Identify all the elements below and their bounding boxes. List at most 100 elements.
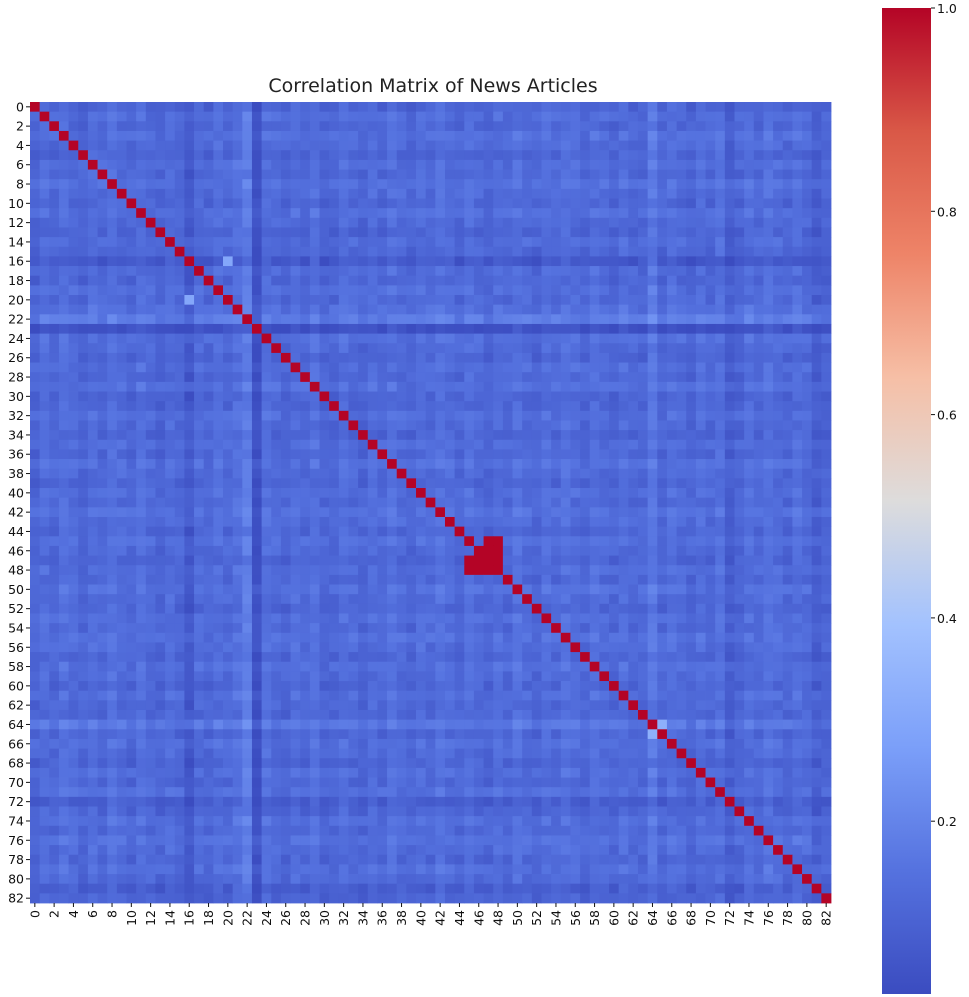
heatmap-cell xyxy=(174,150,185,161)
heatmap-cell xyxy=(753,526,764,537)
heatmap-cell xyxy=(522,488,533,499)
heatmap-cell xyxy=(695,121,706,132)
heatmap-cell xyxy=(107,652,118,663)
heatmap-cell xyxy=(358,140,369,151)
heatmap-cell xyxy=(358,420,369,431)
heatmap-cell xyxy=(213,237,224,248)
heatmap-cell xyxy=(666,613,677,624)
heatmap-cell xyxy=(464,488,475,499)
heatmap-cell xyxy=(560,671,571,682)
heatmap-cell xyxy=(705,497,716,508)
heatmap-cell xyxy=(560,420,571,431)
heatmap-cell xyxy=(435,121,446,132)
heatmap-cell xyxy=(724,169,735,180)
heatmap-cell xyxy=(329,391,340,402)
heatmap-cell xyxy=(647,507,658,518)
heatmap-cell xyxy=(290,632,301,643)
heatmap-cell xyxy=(792,140,803,151)
heatmap-cell xyxy=(261,497,272,508)
heatmap-cell xyxy=(126,574,137,585)
heatmap-cell xyxy=(802,237,813,248)
heatmap-cell xyxy=(734,652,745,663)
heatmap-cell xyxy=(78,130,89,141)
heatmap-cell xyxy=(435,179,446,190)
heatmap-cell xyxy=(145,304,156,315)
heatmap-cell xyxy=(609,343,620,354)
heatmap-cell xyxy=(522,227,533,238)
heatmap-cell xyxy=(213,381,224,392)
heatmap-cell xyxy=(367,381,378,392)
heatmap-cell xyxy=(657,401,668,412)
heatmap-cell xyxy=(116,372,127,383)
heatmap-cell xyxy=(126,468,137,479)
heatmap-cell xyxy=(116,275,127,286)
heatmap-cell xyxy=(541,256,552,267)
heatmap-cell xyxy=(377,613,388,624)
heatmap-cell xyxy=(773,140,784,151)
heatmap-cell xyxy=(406,304,417,315)
heatmap-cell xyxy=(599,285,610,296)
heatmap-cell xyxy=(782,420,793,431)
heatmap-cell xyxy=(251,362,263,373)
heatmap-cell xyxy=(724,323,735,335)
heatmap-cell xyxy=(695,671,706,682)
heatmap-cell xyxy=(666,266,677,277)
heatmap-cell xyxy=(174,208,185,219)
heatmap-cell xyxy=(136,208,147,219)
heatmap-cell xyxy=(647,246,658,257)
heatmap-cell xyxy=(78,246,89,257)
heatmap-cell xyxy=(522,266,533,277)
heatmap-cell xyxy=(551,545,562,556)
heatmap-cell xyxy=(734,468,745,479)
heatmap-cell xyxy=(377,227,388,238)
heatmap-cell xyxy=(560,516,571,528)
heatmap-cell xyxy=(300,584,311,595)
heatmap-cell xyxy=(358,111,369,122)
heatmap-cell xyxy=(792,661,803,672)
heatmap-cell xyxy=(522,449,533,460)
heatmap-cell xyxy=(705,642,716,653)
heatmap-cell xyxy=(773,459,784,470)
heatmap-cell xyxy=(136,140,147,151)
heatmap-cell xyxy=(203,169,214,180)
heatmap-cell xyxy=(280,430,291,441)
heatmap-cell xyxy=(145,449,156,460)
heatmap-cell xyxy=(213,449,224,460)
heatmap-cell xyxy=(464,536,475,547)
heatmap-cell xyxy=(242,594,253,605)
heatmap-cell xyxy=(666,449,677,460)
heatmap-cell xyxy=(58,372,69,383)
heatmap-cell xyxy=(464,555,475,566)
heatmap-cell xyxy=(97,295,108,306)
heatmap-cell xyxy=(435,285,446,296)
heatmap-cell xyxy=(686,555,697,566)
heatmap-cell xyxy=(348,150,359,161)
heatmap-cell xyxy=(531,545,542,556)
heatmap-cell xyxy=(387,198,398,209)
heatmap-cell xyxy=(358,632,369,643)
heatmap-cell xyxy=(773,671,784,682)
heatmap-cell xyxy=(309,266,320,277)
heatmap-cell xyxy=(734,188,745,199)
heatmap-cell xyxy=(618,391,629,402)
heatmap-cell xyxy=(97,227,108,238)
heatmap-cell xyxy=(78,671,89,682)
heatmap-cell xyxy=(68,304,79,315)
heatmap-cell xyxy=(309,275,320,286)
heatmap-cell xyxy=(309,449,320,460)
heatmap-cell xyxy=(68,632,79,643)
heatmap-cell xyxy=(232,536,243,547)
heatmap-cell xyxy=(744,227,755,238)
heatmap-cell xyxy=(232,420,243,431)
heatmap-cell xyxy=(261,574,272,585)
heatmap-cell xyxy=(136,362,147,373)
heatmap-cell xyxy=(473,208,484,219)
heatmap-cell xyxy=(271,516,282,528)
heatmap-cell xyxy=(396,420,407,431)
heatmap-cell xyxy=(744,140,755,151)
heatmap-cell xyxy=(39,420,50,431)
heatmap-cell xyxy=(213,333,224,344)
heatmap-cell xyxy=(782,642,793,653)
heatmap-cell xyxy=(290,661,301,672)
heatmap-cell xyxy=(329,468,340,479)
